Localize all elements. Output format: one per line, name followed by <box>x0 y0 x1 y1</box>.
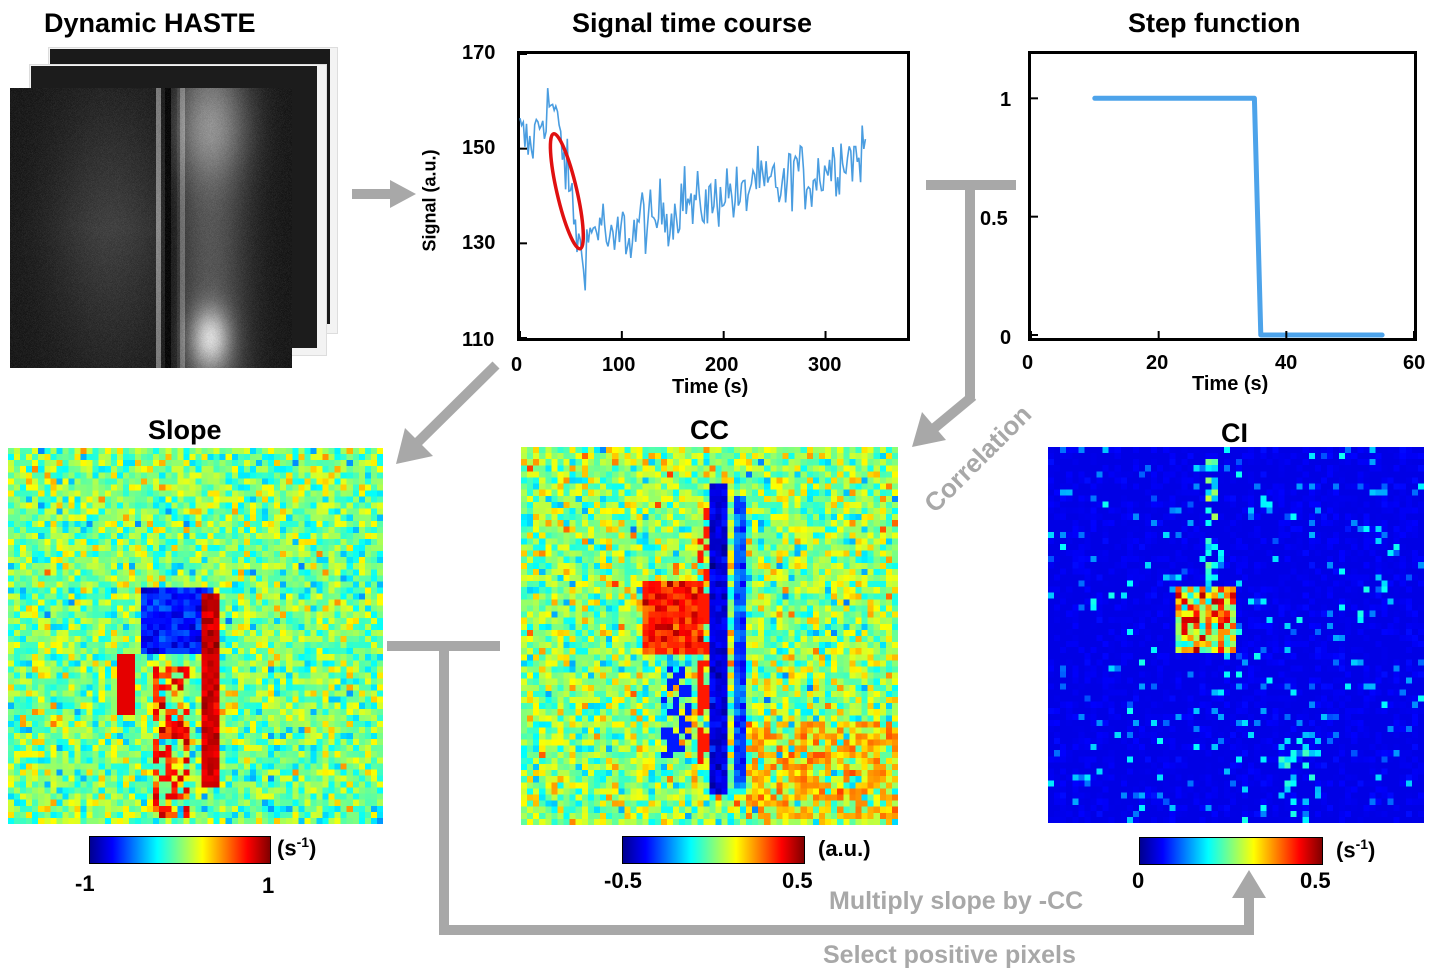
cc-colorbar <box>622 836 805 864</box>
select-label: Select positive pixels <box>823 941 1076 969</box>
slope-colorbar <box>89 836 271 864</box>
cc-colorbar-min: -0.5 <box>604 868 642 893</box>
ci-map-title: CI <box>1221 418 1248 448</box>
cc-colorbar-unit: (a.u.) <box>818 836 871 861</box>
step-xlabel: Time (s) <box>1192 373 1269 395</box>
signal-xlabel: Time (s) <box>672 376 749 398</box>
step-xtick-20: 20 <box>1146 352 1169 374</box>
slope-unit-sup: -1 <box>296 834 310 850</box>
signal-ytick-110: 110 <box>462 329 495 351</box>
signal-chart <box>519 53 867 339</box>
flow-arrow-signal-to-slope <box>396 361 500 464</box>
flow-arrow-correlation <box>912 180 1016 447</box>
flow-arrow-multiply-to-ci <box>387 641 1266 935</box>
step-ytick-0.5: 0.5 <box>980 208 1008 230</box>
slope-colorbar-max: 1 <box>262 873 275 898</box>
slope-unit-close: ) <box>309 835 317 861</box>
ci-colorbar-min: 0 <box>1132 868 1145 893</box>
ci-unit-close: ) <box>1368 837 1376 863</box>
signal-ytick-170: 170 <box>462 42 496 64</box>
ci-map <box>1048 447 1424 823</box>
multiply-label: Multiply slope by -CC <box>829 887 1084 915</box>
step-xtick-40: 40 <box>1275 352 1298 374</box>
signal-ytick-130: 130 <box>462 232 496 254</box>
step-chart-title: Step function <box>1128 8 1301 38</box>
signal-ytick-150: 150 <box>462 137 496 159</box>
slope-colorbar-min: -1 <box>75 871 95 896</box>
slope-map-title: Slope <box>148 415 222 445</box>
signal-xtick-300: 300 <box>808 354 842 376</box>
ci-colorbar-max: 0.5 <box>1300 868 1331 893</box>
ci-unit-text: (s <box>1336 837 1356 863</box>
slope-map <box>8 448 383 824</box>
haste-title: Dynamic HASTE <box>44 8 256 38</box>
signal-xtick-100: 100 <box>602 354 636 376</box>
signal-xtick-200: 200 <box>705 354 739 376</box>
haste-mri-image <box>10 88 292 368</box>
ci-colorbar-unit: (s-1) <box>1336 836 1375 863</box>
signal-drop-highlight-ellipse <box>548 131 586 251</box>
slope-colorbar-unit: (s-1) <box>277 834 316 861</box>
step-ytick-0: 0 <box>1000 327 1012 349</box>
step-xtick-0: 0 <box>1022 352 1034 374</box>
step-chart <box>1030 95 1415 338</box>
step-ytick-1: 1 <box>1000 89 1012 111</box>
signal-xtick-0: 0 <box>511 354 523 376</box>
cc-map <box>521 447 898 825</box>
cc-map-title: CC <box>690 415 729 445</box>
step-xtick-60: 60 <box>1403 352 1426 374</box>
signal-chart-title: Signal time course <box>572 8 813 38</box>
ci-unit-sup: -1 <box>1355 836 1369 852</box>
cc-colorbar-max: 0.5 <box>782 868 813 893</box>
step-series-line <box>1092 95 1385 338</box>
slope-unit-text: (s <box>277 835 297 861</box>
ci-colorbar <box>1139 837 1323 865</box>
signal-chart-frame <box>517 51 910 341</box>
